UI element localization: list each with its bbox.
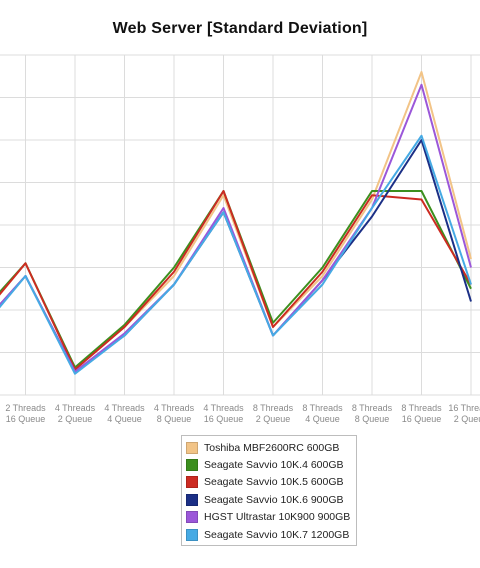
legend-swatch: [186, 476, 198, 489]
chart-legend: Toshiba MBF2600RC 600GB Seagate Savvio 10…: [181, 435, 357, 546]
legend-swatch: [186, 441, 198, 454]
legend-label: Seagate Savvio 10K.5 600GB: [204, 476, 344, 489]
x-tick-label: 8 Threads 2 Queue: [253, 403, 294, 424]
legend-label: Seagate Savvio 10K.7 1200GB: [204, 528, 350, 541]
x-tick-label: 4 Threads 8 Queue: [154, 403, 195, 424]
x-tick-label: 8 Threads 4 Queue: [302, 403, 343, 424]
legend-item: HGST Ultrastar 10K900 900GB: [186, 509, 356, 526]
x-tick-label: 4 Threads 2 Queue: [55, 403, 96, 424]
legend-item: Seagate Savvio 10K.6 900GB: [186, 491, 356, 508]
legend-item: Seagate Savvio 10K.7 1200GB: [186, 526, 356, 543]
legend-swatch: [186, 528, 198, 541]
legend-label: Seagate Savvio 10K.6 900GB: [204, 493, 344, 506]
x-tick-label: 8 Threads 8 Queue: [352, 403, 393, 424]
series-lines: [0, 71, 472, 375]
legend-label: Toshiba MBF2600RC 600GB: [204, 441, 340, 454]
x-tick-label: 4 Threads 16 Queue: [203, 403, 244, 424]
x-tick-label: 8 Threads 16 Queue: [401, 403, 442, 424]
series-line: [0, 139, 472, 373]
legend-swatch: [186, 493, 198, 506]
series-line: [0, 134, 472, 375]
x-tick-label: 2 Threads 16 Queue: [5, 403, 46, 424]
series-line: [0, 190, 472, 371]
series-line: [0, 190, 472, 369]
legend-label: Seagate Savvio 10K.4 600GB: [204, 459, 344, 472]
legend-item: Seagate Savvio 10K.5 600GB: [186, 474, 356, 491]
x-tick-label: 4 Threads 4 Queue: [104, 403, 145, 424]
legend-item: Toshiba MBF2600RC 600GB: [186, 439, 356, 456]
chart-grid: [0, 54, 480, 396]
legend-swatch: [186, 459, 198, 472]
legend-label: HGST Ultrastar 10K900 900GB: [204, 511, 351, 524]
legend-swatch: [186, 511, 198, 524]
legend-item: Seagate Savvio 10K.4 600GB: [186, 456, 356, 473]
chart-title: Web Server [Standard Deviation]: [112, 20, 368, 37]
